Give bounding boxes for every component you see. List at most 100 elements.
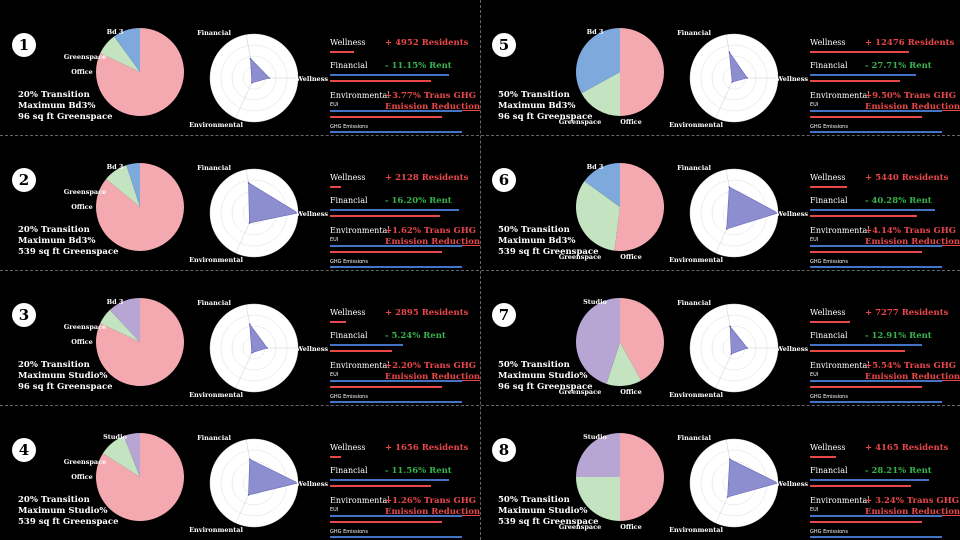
metric-value: +1.26% Trans GHG (385, 496, 477, 506)
radar-label-wellness: Wellness (775, 480, 808, 488)
ghg-bar-blue (330, 401, 462, 403)
pie-label: Office (71, 338, 93, 346)
scenario-description-line: 50% Transition (498, 495, 570, 505)
radar-point (728, 186, 731, 188)
radar-grid-ring (689, 33, 779, 123)
metric-value: + 2895 Residents (385, 308, 469, 318)
radar-label-financial: Financial (677, 164, 711, 172)
eui-bar-red (810, 251, 922, 253)
radar-grid-ring (689, 438, 779, 528)
radar-label-financial: Financial (197, 299, 231, 307)
radar-grid-ring (231, 325, 277, 371)
radar-point (248, 323, 251, 325)
pie-label: Greenspace (64, 323, 106, 331)
radar-label-environmental: Environmental (189, 526, 243, 534)
scenario-description: 20% Transition Maximum Studio% 539 sq ft G… (18, 495, 119, 528)
radar-label-environmental: Environmental (189, 121, 243, 129)
scenario-description-line: 20% Transition (18, 225, 90, 235)
radar-point (725, 228, 728, 230)
eui-label: EUI (330, 102, 339, 108)
metric-value-line2: Emission Reduction (865, 507, 960, 517)
ghg-bar-blue (330, 266, 462, 268)
pie-slice-greenspace (100, 309, 140, 342)
metric-row-environmental: Environmental +1.62% Trans GHG (330, 226, 476, 238)
wellness-bar (330, 51, 354, 53)
pie-label: Office (620, 523, 642, 531)
metrics-block: Wellness + 12476 Residents Financial - 27.7… (810, 0, 960, 135)
metric-name: Financial (810, 61, 848, 70)
financial-bar-red (810, 485, 911, 487)
metric-row-environmental: Environmental +4.14% Trans GHG (810, 226, 956, 238)
metric-value: +2.20% Trans GHG (385, 361, 477, 371)
eui-bar-blue (810, 515, 942, 517)
metric-value-line2: Emission Reduction (385, 507, 481, 517)
pie-slice-studio (576, 433, 620, 477)
metric-value: - 5.24% Rent (385, 331, 446, 341)
metric-row-environmental: Environmental +3.77% Trans GHG (330, 91, 476, 103)
scenario-description: 20% Transition Maximum Bd3% 96 sq ft Green… (18, 90, 113, 123)
radar-background (210, 439, 298, 527)
radar-point (249, 57, 252, 60)
radar-axis (725, 169, 735, 214)
metric-name: Wellness (810, 308, 846, 317)
metric-name: Financial (810, 196, 848, 205)
metric-row-environmental: Environmental + 3.24% Trans GHG (810, 496, 959, 508)
pie-label: Studio (583, 433, 607, 441)
financial-bar-red (810, 350, 905, 352)
ghg-bar-blue (810, 131, 942, 133)
radar-grid-ring (220, 44, 288, 112)
pie-label: Studio (583, 298, 607, 306)
radar-background (690, 304, 778, 392)
scenario-description-line: Maximum Bd3% (498, 101, 576, 111)
eui-bar-blue (330, 110, 462, 112)
radar-grid-ring (711, 190, 757, 236)
wellness-bar (810, 186, 847, 188)
radar-grid-ring (209, 303, 299, 393)
scenario-description-line: 20% Transition (18, 360, 90, 370)
wellness-bar (810, 51, 909, 53)
metric-name: Wellness (810, 443, 846, 452)
radar-point (297, 212, 299, 214)
metric-row-wellness: Wellness + 1656 Residents (330, 443, 470, 455)
radar-grid-ring (722, 66, 746, 90)
radar-point (777, 212, 779, 214)
metric-value: + 1656 Residents (385, 443, 469, 453)
metric-value: +9.50% Trans GHG (865, 91, 957, 101)
metric-row-financial: Financial - 27.71% Rent (810, 61, 950, 73)
pie-slice-bd3 (126, 163, 140, 207)
metric-value: - 16.20% Rent (385, 196, 452, 206)
radar-point (297, 482, 299, 484)
scenario-description-line: Maximum Studio% (498, 506, 588, 516)
radar-point (251, 352, 253, 354)
financial-bar-blue (330, 344, 403, 346)
metric-value: + 2128 Residents (385, 173, 469, 183)
metric-name: Financial (330, 61, 368, 70)
scenario-description-line: Maximum Bd3% (18, 101, 96, 111)
scenario-number-badge: 5 (492, 33, 516, 57)
radar-background (210, 304, 298, 392)
radar-axis (715, 77, 735, 119)
radar-axis (715, 212, 735, 254)
scenario-description-line: 96 sq ft Greenspace (18, 112, 113, 122)
metric-row-wellness: Wellness + 2128 Residents (330, 173, 470, 185)
ghg-label: GHG Emissions (810, 124, 848, 130)
radar-axis (725, 439, 735, 484)
radar-grid-ring (220, 314, 288, 382)
eui-label: EUI (330, 372, 339, 378)
pie-label: Bd 3 (587, 28, 604, 36)
financial-bar-red (810, 80, 900, 82)
scenario-description-line: 539 sq ft Greenspace (18, 517, 119, 527)
metrics-block: Wellness + 1656 Residents Financial - 11.56… (330, 405, 480, 540)
financial-bar-red (330, 350, 392, 352)
pie-label: Office (71, 203, 93, 211)
ghg-label: GHG Emissions (810, 394, 848, 400)
radar-point (248, 458, 251, 460)
radar-label-financial: Financial (197, 164, 231, 172)
radar-grid-ring (220, 179, 288, 247)
metric-row-wellness: Wellness + 4952 Residents (330, 38, 470, 50)
eui-label: EUI (810, 372, 819, 378)
pie-label: Office (71, 68, 93, 76)
radar-label-financial: Financial (197, 29, 231, 37)
radar-axis (245, 169, 255, 214)
pie-slice-greenspace (102, 436, 140, 477)
